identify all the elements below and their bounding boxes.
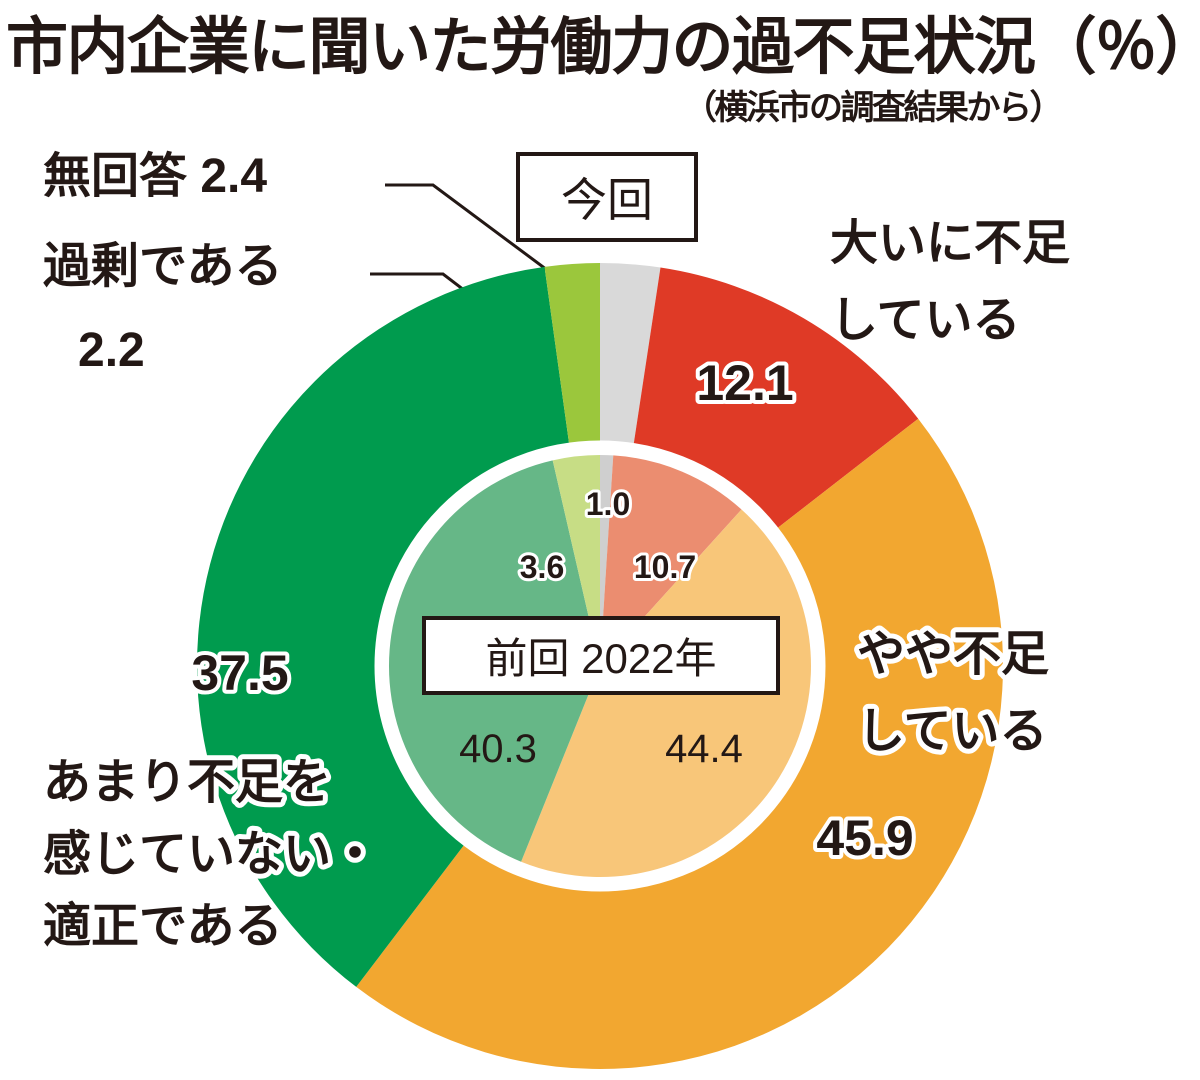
svg-text:やや不足: やや不足 (857, 628, 1049, 681)
svg-text:適正である: 適正である (43, 900, 283, 953)
svg-text:10.7: 10.7 (634, 549, 696, 585)
svg-text:感じていない・: 感じていない・ (43, 828, 379, 881)
svg-text:37.5: 37.5 (191, 645, 288, 701)
svg-text:している: している (857, 705, 1048, 758)
svg-text:1.0: 1.0 (586, 486, 630, 522)
svg-text:45.9: 45.9 (816, 810, 913, 866)
svg-text:40.3: 40.3 (459, 727, 537, 771)
svg-text:あまり不足を: あまり不足を (43, 756, 331, 809)
svg-text:3.6: 3.6 (520, 549, 564, 585)
svg-text:44.4: 44.4 (665, 727, 743, 771)
svg-text:12.1: 12.1 (696, 355, 793, 411)
